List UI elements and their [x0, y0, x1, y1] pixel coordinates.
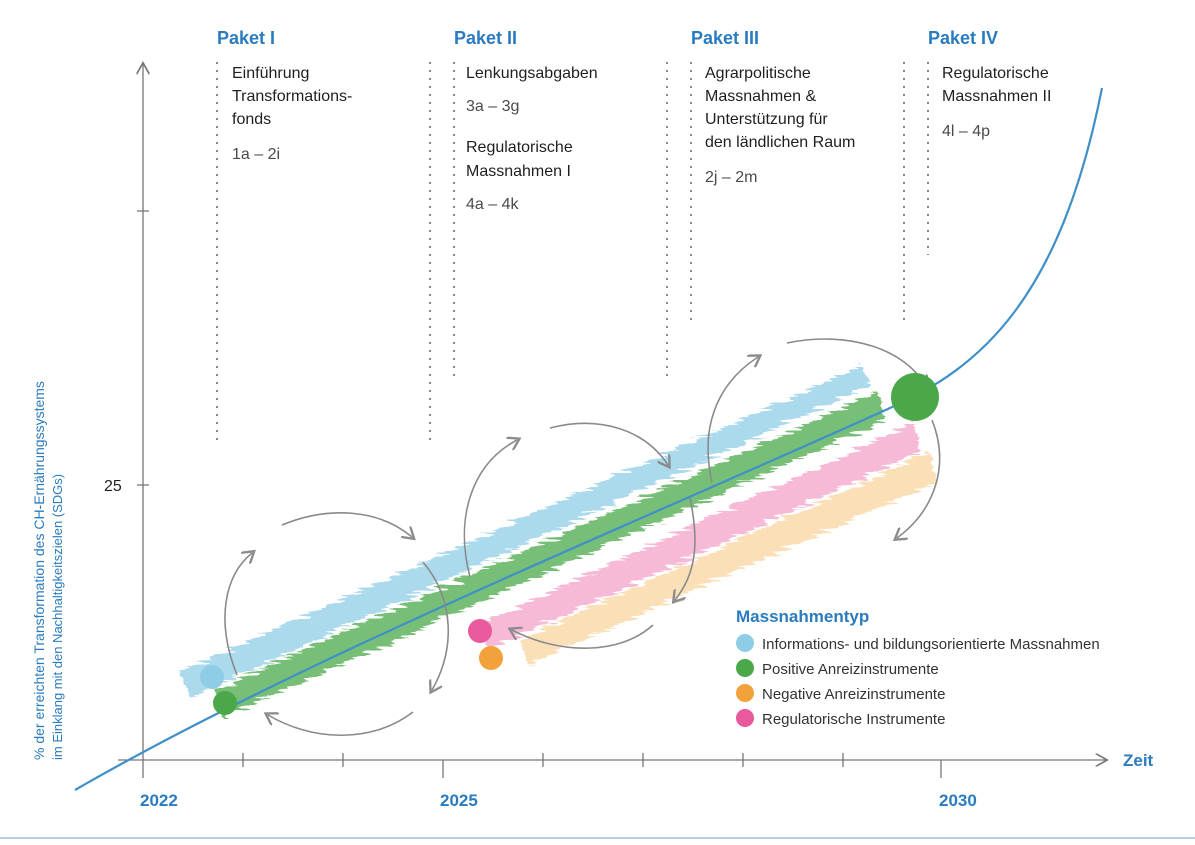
package-code: 4l – 4p [942, 123, 990, 140]
package-line: Einführung [232, 65, 309, 82]
legend-swatch-regulatory [736, 709, 754, 727]
package-line: Transformations- [232, 88, 352, 105]
brush-strokes [180, 365, 936, 718]
y-axis-label-line1: % der erreichten Transformation des CH-E… [31, 381, 47, 760]
package-3: Paket III Agrarpolitische Massnahmen & U… [691, 28, 855, 186]
legend-item-label: Positive Anreizinstrumente [762, 661, 939, 678]
legend-title: Massnahmentyp [736, 607, 869, 626]
legend-swatch-info [736, 634, 754, 652]
cycle-arrow [224, 553, 252, 676]
x-year-label: 2030 [939, 791, 977, 810]
package-1: Paket I Einführung Transformations- fond… [217, 28, 352, 163]
package-4: Paket IV Regulatorische Massnahmen II 4l… [928, 28, 1051, 140]
legend-swatch-negative [736, 684, 754, 702]
cycle-arrow [512, 624, 654, 649]
legend: Massnahmentyp Informations- und bildungs… [736, 607, 1100, 728]
y-axis-label: % der erreichten Transformation des CH-E… [31, 381, 65, 760]
y-tick-label: 25 [104, 478, 122, 495]
package-line: Massnahmen II [942, 88, 1051, 105]
package-line: Unterstützung für [705, 111, 828, 128]
legend-item-label: Informations- und bildungsorientierte Ma… [762, 636, 1100, 653]
package-code: 1a – 2i [232, 146, 280, 163]
brush-info [180, 365, 870, 698]
package-code: 3a – 3g [466, 98, 519, 115]
brush-negative [520, 452, 936, 665]
cycle-arrow [268, 711, 414, 736]
dot-regulatory [468, 619, 492, 643]
package-line: fonds [232, 111, 271, 128]
cycle-arrow [675, 497, 696, 600]
brush-positive [215, 392, 885, 718]
cycle-arrow [281, 512, 412, 537]
package-title: Paket IV [928, 28, 998, 48]
dot-negative [479, 646, 503, 670]
package-separators [216, 62, 929, 445]
cycle-arrow [549, 422, 668, 465]
package-title: Paket II [454, 28, 517, 48]
measure-dots [200, 373, 939, 715]
dot-info [200, 665, 224, 689]
x-year-label: 2025 [440, 791, 478, 810]
package-line: Massnahmen & [705, 88, 816, 105]
transformation-curve [74, 87, 1104, 791]
package-code: 2j – 2m [705, 169, 757, 186]
package-code: 4a – 4k [466, 196, 519, 213]
package-title: Paket I [217, 28, 275, 48]
package-line: Lenkungsabgaben [466, 65, 598, 82]
package-title: Paket III [691, 28, 759, 48]
cycle-arrow [897, 419, 941, 538]
package-line: Regulatorische [942, 65, 1049, 82]
package-2: Paket II Lenkungsabgaben 3a – 3g Regulat… [454, 28, 598, 213]
legend-swatch-positive [736, 659, 754, 677]
dot-positive [213, 691, 237, 715]
package-line: Regulatorische [466, 139, 573, 156]
package-line: Massnahmen I [466, 163, 571, 180]
cycle-arrow [422, 561, 450, 690]
y-ticks [137, 210, 149, 486]
axes [118, 64, 1106, 778]
cycle-arrows [224, 338, 941, 736]
x-year-label: 2022 [140, 791, 178, 810]
package-line: den ländlichen Raum [705, 134, 855, 151]
x-ticks [142, 753, 942, 778]
x-axis-label: Zeit [1123, 751, 1154, 770]
brush-regulatory [480, 422, 920, 650]
package-line: Agrarpolitische [705, 65, 811, 82]
legend-item-label: Negative Anreizinstrumente [762, 686, 945, 703]
y-axis-label-line2: im Einklang mit den Nachhaltigkeitsziele… [50, 474, 65, 760]
dot-positive-large [891, 373, 939, 421]
legend-item-label: Regulatorische Instrumente [762, 711, 945, 728]
cycle-arrow [707, 357, 758, 483]
cycle-arrow [463, 440, 517, 578]
